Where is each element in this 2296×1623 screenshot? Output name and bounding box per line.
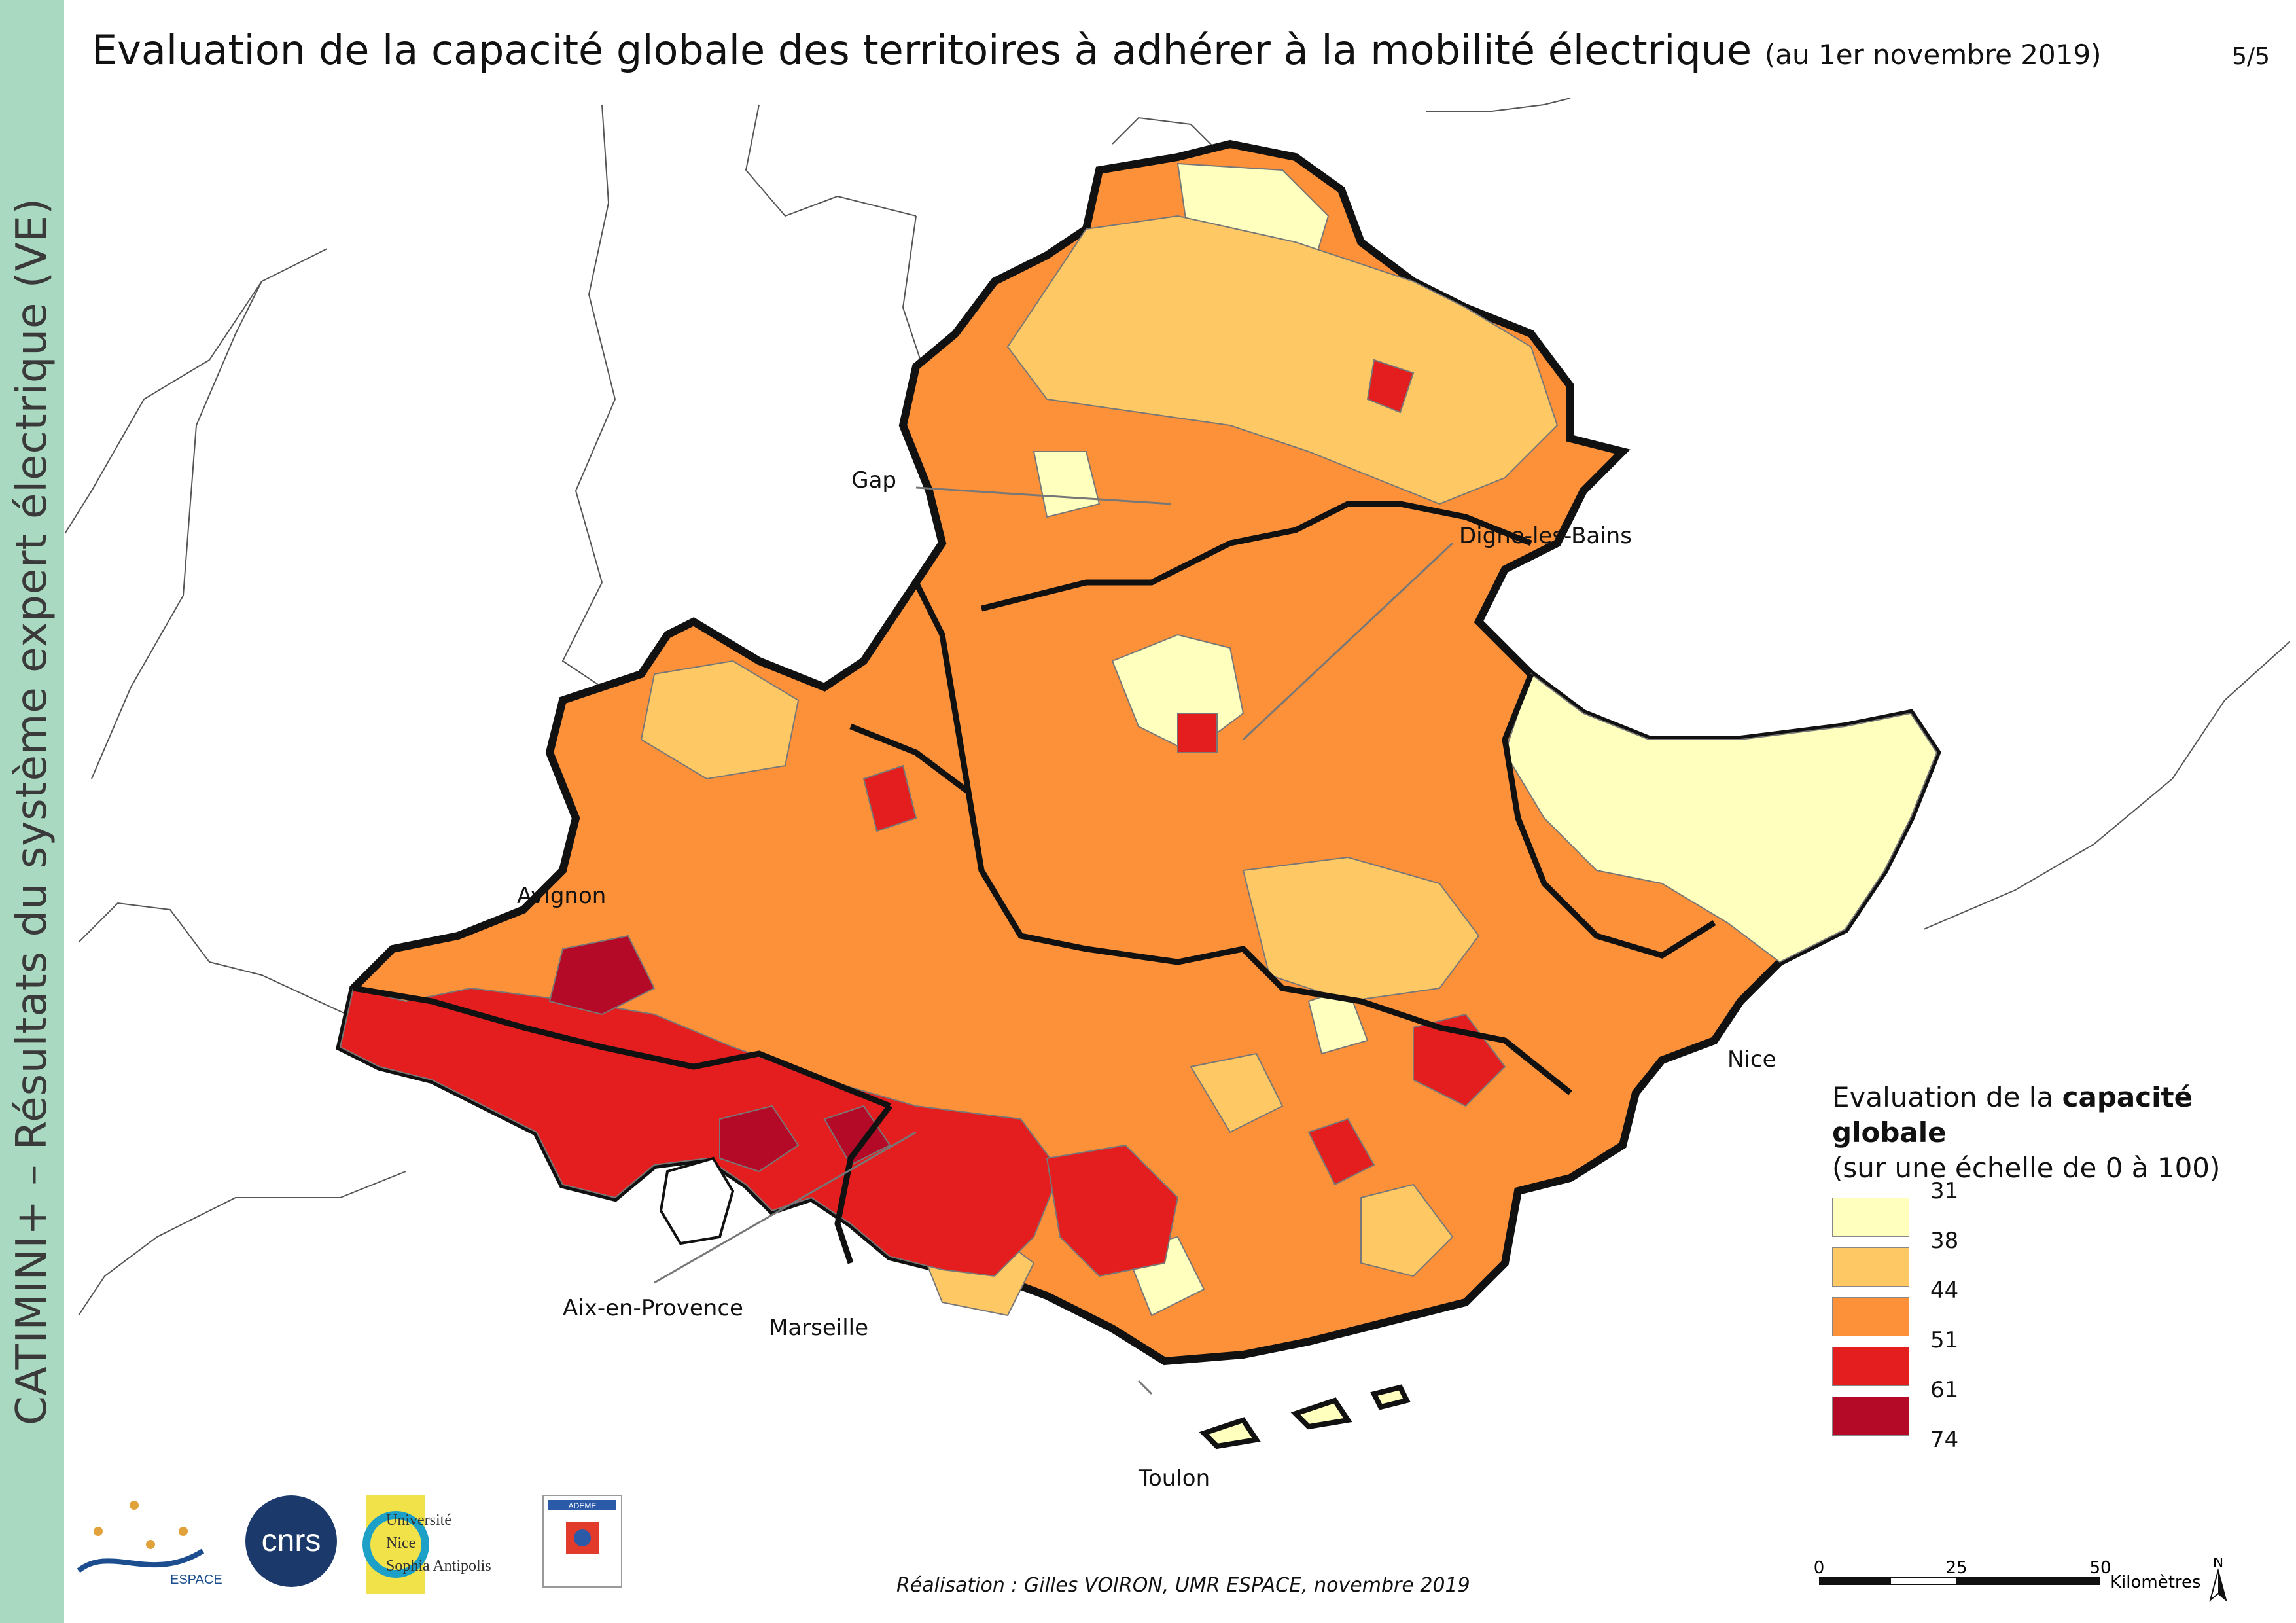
city-label-digne: Digne-les-Bains [1459,523,1632,549]
north-arrow: N [2209,1558,2227,1602]
legend-break: 38 [1930,1228,1959,1254]
class-61-74-patches [548,935,891,1173]
legend-swatch [1832,1397,1909,1436]
leader-lines [654,486,1454,1395]
svg-text:Sophia Antipolis: Sophia Antipolis [386,1558,491,1575]
ademe-logo: ADEME [542,1495,622,1588]
legend-swatch [1832,1347,1909,1386]
svg-text:Université: Université [386,1512,451,1529]
legend-break: 61 [1930,1377,1959,1403]
svg-text:ADEME: ADEME [569,1501,597,1510]
legend-subtitle: (sur une échelle de 0 à 100) [1832,1152,2221,1184]
region-map: Gap Digne-les-Bains Avignon Nice Aix-en-… [65,98,2290,1491]
legend-classes: 31 38 44 51 61 74 [1832,1178,2225,1453]
class-51-61-patches [339,359,1506,1277]
class-31-38-patches [1033,162,1938,1317]
legend-title-bold: capacité globale [1832,1081,2193,1149]
university-logo: Université Nice Sophia Antipolis [362,1495,491,1594]
scale-tick-0: 0 [1814,1558,1825,1578]
city-label-marseille: Marseille [769,1315,868,1341]
scale-unit: Kilomètres [2110,1573,2201,1592]
svg-text:cnrs: cnrs [262,1524,321,1558]
department-boundaries [353,501,1716,1264]
legend: Evaluation de la capacité globale (sur u… [1832,1080,2277,1453]
cnrs-logo: cnrs [245,1495,337,1587]
sidebar-title: CATIMINI+ – Résultats du système expert … [8,198,56,1425]
city-label-aix: Aix-en-Provence [563,1295,743,1321]
neighbour-boundaries [65,98,2290,1316]
legend-break: 31 [1930,1178,1959,1204]
legend-break: 44 [1930,1277,1959,1304]
city-label-avignon: Avignon [517,883,606,909]
legend-title: Evaluation de la capacité globale (sur u… [1832,1081,2221,1184]
legend-swatch [1832,1247,1909,1287]
credit-line: Réalisation : Gilles VOIRON, UMR ESPACE,… [896,1574,1470,1597]
etang-de-berre [659,1156,735,1245]
svg-text:Nice: Nice [386,1535,415,1552]
city-label-toulon: Toulon [1138,1465,1210,1491]
legend-swatch [1832,1198,1909,1237]
legend-swatch [1832,1297,1909,1336]
legend-break: 74 [1930,1427,1959,1453]
city-label-nice: Nice [1727,1046,1776,1073]
svg-text:ESPACE: ESPACE [170,1573,222,1587]
islands [1199,1384,1411,1450]
sidebar-band: CATIMINI+ – Résultats du système expert … [0,0,64,1623]
title-date: (au 1er novembre 2019) [1764,39,2102,71]
page-number: 5/5 [2232,43,2270,70]
title-main: Evaluation de la capacité globale des te… [92,26,1752,74]
scale-tick-50: 50 [2089,1558,2111,1578]
partner-logos: ESPACE cnrs Université Nice Sophia Antip… [77,1495,622,1594]
city-label-gap: Gap [851,467,896,493]
north-label: N [2213,1558,2223,1571]
legend-break: 51 [1930,1327,1959,1353]
scale-bar: 0 25 50 Kilomètres N [1814,1558,2227,1602]
scale-tick-25: 25 [1945,1558,1967,1578]
map-title: Evaluation de la capacité globale des te… [92,26,2102,74]
espace-logo: ESPACE [77,1501,222,1587]
